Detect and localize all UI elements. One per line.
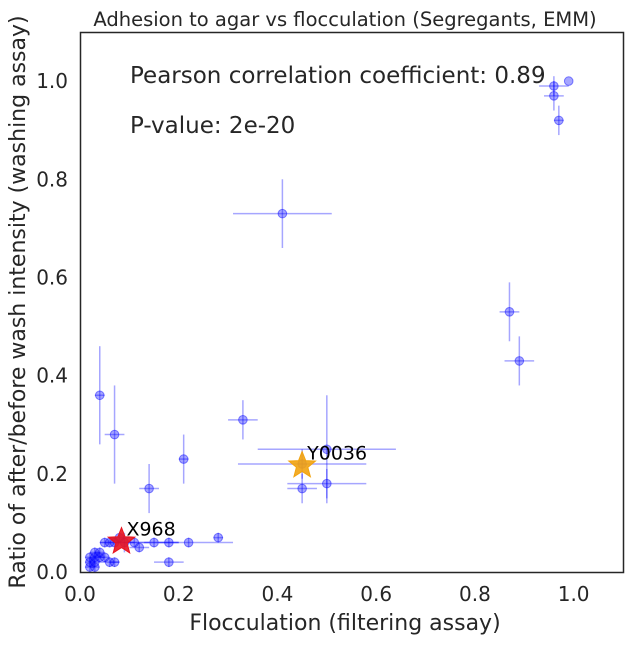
x-tick-label: 0.2 — [163, 582, 195, 606]
data-point — [504, 307, 515, 317]
x-tick-label: 0.6 — [360, 582, 392, 606]
y-tick-label: 0.2 — [36, 462, 68, 486]
y0036-star-marker — [287, 450, 317, 478]
data-point — [90, 557, 100, 567]
data-point — [514, 356, 525, 366]
pearson-annotation: Pearson correlation coefficient: 0.89 — [130, 63, 546, 89]
data-point — [109, 557, 120, 567]
data-point — [277, 208, 288, 219]
y-tick-label: 1.0 — [36, 69, 68, 93]
data-point — [134, 542, 145, 553]
data-point — [109, 429, 120, 440]
data-point — [90, 562, 100, 572]
data-point — [85, 562, 95, 572]
data-point — [178, 454, 189, 464]
x-tick-label: 0.8 — [459, 582, 491, 606]
data-point — [149, 537, 159, 548]
data-point — [85, 552, 95, 563]
x-axis-ticks: 0.0 0.2 0.4 0.6 0.8 1.0 — [64, 582, 589, 606]
x-tick-label: 1.0 — [558, 582, 590, 606]
y-axis-ticks: 0.0 0.2 0.4 0.6 0.8 1.0 — [36, 69, 68, 584]
data-point — [549, 91, 559, 101]
data-point — [94, 390, 105, 401]
data-point — [322, 444, 332, 455]
data-point — [549, 81, 559, 91]
x-axis-label: Flocculation (filtering assay) — [189, 611, 500, 636]
data-point — [94, 547, 105, 558]
data-point — [322, 478, 332, 489]
data-point — [90, 552, 100, 563]
data-point — [90, 547, 100, 558]
data-point — [563, 76, 574, 86]
pvalue-annotation: P-value: 2e-20 — [130, 113, 295, 139]
data-point — [85, 557, 95, 567]
plot-area: X968 Y0036 — [84, 76, 574, 572]
data-point — [99, 552, 110, 563]
data-point — [297, 483, 307, 494]
data-point — [213, 532, 224, 543]
data-point — [99, 537, 110, 548]
data-point — [183, 537, 194, 548]
x-tick-label: 0.0 — [64, 582, 96, 606]
x-tick-label: 0.4 — [262, 582, 294, 606]
y-tick-label: 0.8 — [36, 167, 68, 191]
data-point — [554, 115, 564, 126]
plot-frame — [79, 31, 625, 574]
data-point — [164, 557, 174, 567]
chart-title: Adhesion to agar vs flocculation (Segreg… — [93, 8, 596, 31]
data-point — [238, 415, 248, 425]
y-tick-label: 0.6 — [36, 265, 68, 289]
y0036-label: Y0036 — [306, 442, 367, 464]
data-point — [94, 552, 105, 563]
y-tick-label: 0.0 — [36, 560, 68, 584]
data-point — [144, 483, 154, 494]
data-point — [104, 557, 115, 567]
y-axis-label: Ratio of after/before wash intensity (wa… — [6, 15, 31, 588]
y-tick-label: 0.4 — [36, 364, 68, 388]
x968-star-marker — [106, 526, 137, 555]
x968-label: X968 — [126, 519, 175, 541]
data-point — [164, 537, 174, 548]
